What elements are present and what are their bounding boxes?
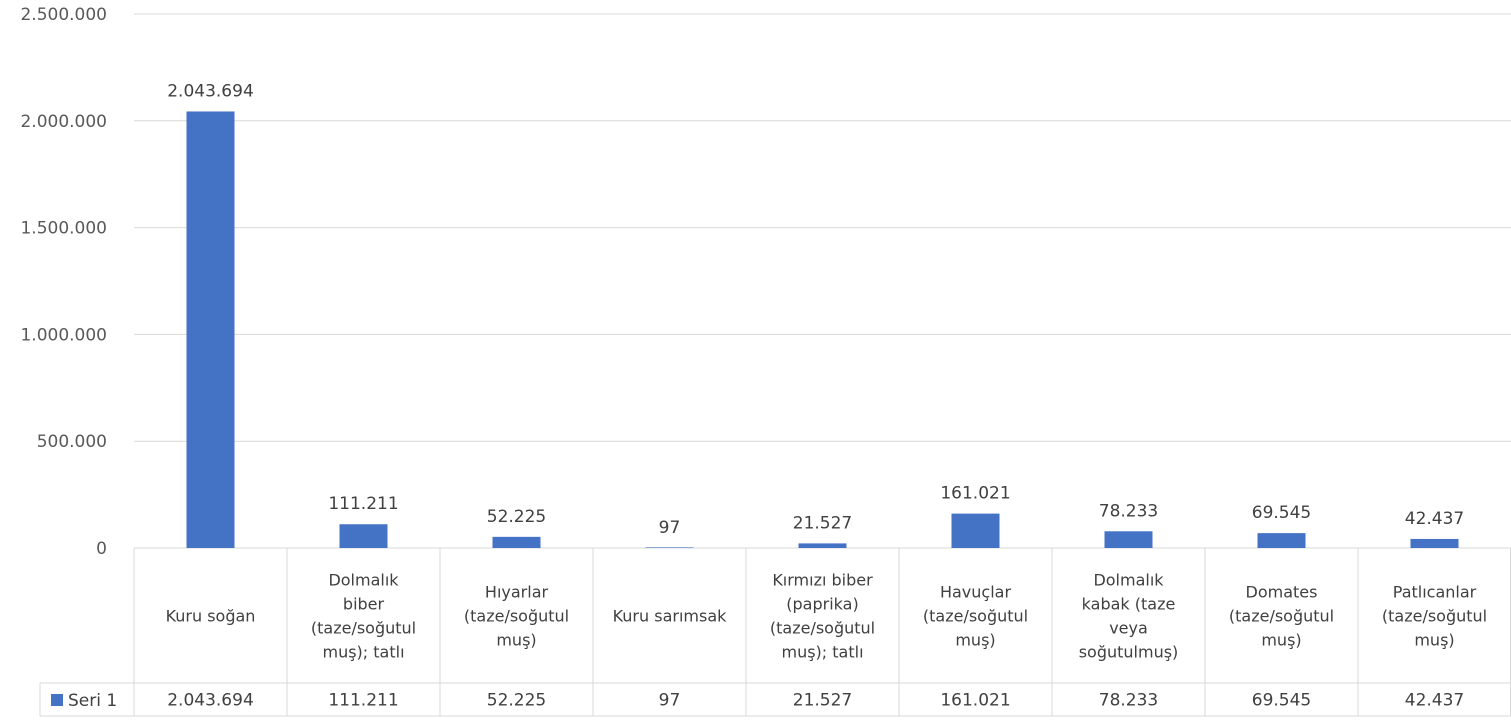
data-label: 2.043.694 bbox=[167, 81, 254, 101]
bar-5 bbox=[951, 513, 1000, 548]
y-tick-label: 2.500.000 bbox=[20, 5, 107, 25]
category-label: muş) bbox=[1414, 631, 1454, 650]
category-label: (taze/soğutul bbox=[1382, 607, 1487, 626]
table-value: 21.527 bbox=[793, 691, 852, 711]
category-label: muş) bbox=[955, 631, 995, 650]
category-label: Kuru soğan bbox=[166, 607, 256, 626]
category-label: (taze/soğutul bbox=[311, 619, 416, 638]
table-value: 52.225 bbox=[487, 691, 546, 711]
y-tick-label: 500.000 bbox=[37, 432, 107, 452]
data-label: 161.021 bbox=[940, 484, 1010, 504]
table-value: 2.043.694 bbox=[167, 691, 254, 711]
table-value: 69.545 bbox=[1252, 691, 1311, 711]
bar-3 bbox=[645, 547, 694, 548]
category-label: muş) bbox=[1261, 631, 1301, 650]
category-label: biber bbox=[343, 595, 385, 614]
data-label: 78.233 bbox=[1099, 501, 1158, 521]
category-label: (taze/soğutul bbox=[1229, 607, 1334, 626]
category-label: Patlıcanlar bbox=[1393, 583, 1477, 602]
category-label: muş) bbox=[496, 631, 536, 650]
category-label: Dolmalık bbox=[1093, 571, 1164, 590]
category-label: muş); tatlı bbox=[781, 643, 863, 662]
category-label: Hıyarlar bbox=[485, 583, 549, 602]
table-value: 161.021 bbox=[940, 691, 1010, 711]
category-label: Kuru sarımsak bbox=[613, 607, 728, 626]
bar-1 bbox=[339, 524, 388, 548]
bar-0 bbox=[186, 111, 235, 548]
data-label: 21.527 bbox=[793, 513, 852, 533]
table-value: 42.437 bbox=[1405, 691, 1464, 711]
y-tick-label: 1.000.000 bbox=[20, 325, 107, 345]
table-value: 97 bbox=[659, 691, 681, 711]
category-label: veya bbox=[1109, 619, 1148, 638]
legend-label: Seri 1 bbox=[68, 691, 117, 711]
category-label: Dolmalık bbox=[328, 571, 399, 590]
bar-7 bbox=[1257, 533, 1306, 548]
data-label: 42.437 bbox=[1405, 509, 1464, 529]
category-label: muş); tatlı bbox=[322, 643, 404, 662]
category-label: (taze/soğutul bbox=[770, 619, 875, 638]
table-value: 111.211 bbox=[328, 691, 398, 711]
data-label: 52.225 bbox=[487, 507, 546, 527]
category-label: (paprika) bbox=[786, 595, 858, 614]
category-label: soğutulmuş) bbox=[1079, 643, 1179, 662]
category-label: Havuçlar bbox=[940, 583, 1011, 602]
data-label: 97 bbox=[659, 518, 681, 538]
category-label: (taze/soğutul bbox=[923, 607, 1028, 626]
bar-6 bbox=[1104, 531, 1153, 548]
bar-8 bbox=[1410, 538, 1459, 548]
category-label: kabak (taze bbox=[1082, 595, 1176, 614]
bar-2 bbox=[492, 536, 541, 548]
category-label: Kırmızı biber bbox=[772, 571, 873, 590]
table-value: 78.233 bbox=[1099, 691, 1158, 711]
y-tick-label: 1.500.000 bbox=[20, 219, 107, 239]
category-label: Domates bbox=[1246, 583, 1318, 602]
legend-swatch bbox=[51, 694, 63, 706]
data-label: 69.545 bbox=[1252, 503, 1311, 523]
y-tick-label: 0 bbox=[96, 539, 107, 559]
data-label: 111.211 bbox=[328, 494, 398, 514]
y-tick-label: 2.000.000 bbox=[20, 112, 107, 132]
bar-4 bbox=[798, 543, 847, 548]
category-label: (taze/soğutul bbox=[464, 607, 569, 626]
